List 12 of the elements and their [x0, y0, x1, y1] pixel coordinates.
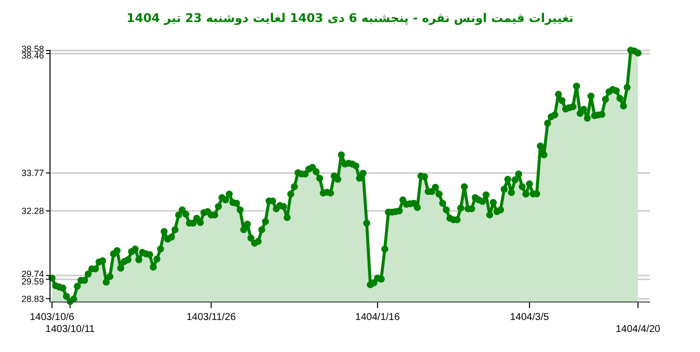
title: تغییرات قیمت اونس نقره - پنجشنبه 6 دی 1403 لغایت دوشنبه 23 تیر 1404 — [126, 11, 574, 25]
x-tick-label: 1403/11/26 — [186, 312, 236, 323]
y-tick-label: 32.28 — [21, 206, 44, 216]
x-tick-label: 1404/4/20 — [616, 324, 661, 335]
y-tick-label: 28.83 — [21, 294, 44, 304]
x-tick-label: 1404/3/5 — [510, 312, 550, 323]
x-tick-label: 1404/1/16 — [355, 312, 400, 323]
x-tick-label: 1403/10/11 — [45, 324, 96, 335]
x-tick-label: 1403/10/6 — [30, 312, 75, 323]
y-tick-label: 29.74 — [21, 268, 44, 279]
y-tick-label: 29.59 — [21, 276, 44, 286]
y-tick-label: 33.77 — [21, 168, 44, 178]
